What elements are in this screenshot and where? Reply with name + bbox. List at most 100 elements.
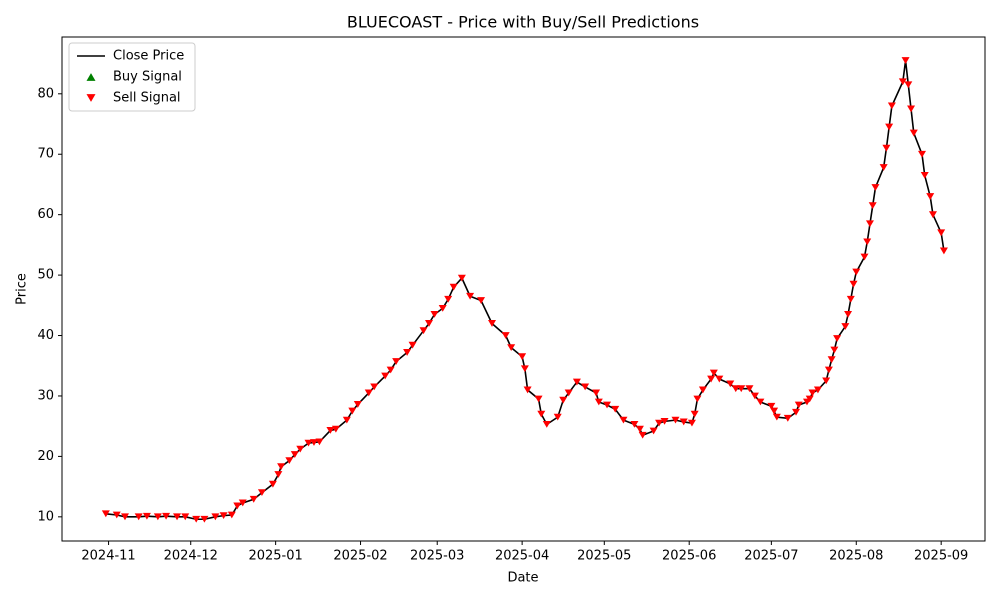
signal-marker <box>200 515 209 523</box>
x-tick-label: 2024-11 <box>81 549 135 564</box>
signal-marker <box>326 427 335 434</box>
signal-marker <box>285 457 294 465</box>
signal-marker <box>309 439 318 446</box>
signal-marker <box>830 346 839 354</box>
signal-marker <box>833 335 842 342</box>
x-tick-label: 2025-01 <box>248 549 302 564</box>
signal-marker <box>709 369 718 377</box>
signal-marker <box>939 247 948 255</box>
signal-marker <box>120 513 129 521</box>
signal-marker <box>611 405 620 413</box>
signal-marker <box>466 292 475 300</box>
signal-marker <box>233 502 242 510</box>
signal-marker <box>296 445 305 453</box>
signal-marker <box>381 372 390 380</box>
signal-marker <box>238 499 247 507</box>
signal-marker <box>290 451 299 458</box>
signal-marker <box>153 513 162 521</box>
signal-marker <box>181 513 190 521</box>
signal-marker <box>173 513 182 521</box>
signal-marker <box>638 431 647 439</box>
signal-marker <box>219 512 228 520</box>
legend-box <box>68 42 196 112</box>
signal-marker <box>824 366 833 374</box>
signal-marker <box>635 425 644 433</box>
signal-marker <box>679 418 688 426</box>
signal-marker <box>928 211 937 219</box>
plot-frame <box>61 36 986 542</box>
signal-marker <box>581 383 590 391</box>
signal-marker <box>920 171 929 179</box>
signal-marker <box>690 410 699 418</box>
signal-marker <box>885 123 894 131</box>
signal-marker <box>726 380 735 388</box>
signal-marker <box>537 410 546 418</box>
signal-marker <box>142 512 151 520</box>
y-tick-label: 20 <box>37 449 54 464</box>
signal-marker <box>671 416 680 424</box>
x-axis-label: Date <box>507 571 538 586</box>
signal-marker <box>430 310 439 318</box>
signal-marker <box>808 389 817 397</box>
signal-marker <box>926 193 935 200</box>
signal-marker <box>660 417 669 425</box>
x-tick-label: 2025-08 <box>829 549 883 564</box>
signal-marker <box>192 515 201 523</box>
x-tick-label: 2025-06 <box>662 549 716 564</box>
signal-marker <box>901 57 910 64</box>
signal-marker <box>879 164 888 171</box>
signal-marker <box>731 385 740 393</box>
y-tick-label: 10 <box>37 509 54 524</box>
legend-label: Sell Signal <box>113 91 181 106</box>
signal-marker <box>277 463 286 471</box>
signal-marker <box>518 353 527 361</box>
signal-marker <box>630 420 639 428</box>
signal-marker <box>523 386 532 394</box>
y-tick-label: 80 <box>37 86 54 101</box>
legend-label: Buy Signal <box>113 70 182 85</box>
signal-marker <box>898 78 907 86</box>
signal-marker <box>868 202 877 210</box>
signal-marker <box>813 386 822 394</box>
signal-marker <box>887 102 896 110</box>
signal-marker <box>501 332 510 339</box>
signal-marker <box>715 375 724 383</box>
signal-marker <box>860 253 869 261</box>
chart-title: BLUECOAST - Price with Buy/Sell Predicti… <box>347 13 699 32</box>
signal-marker <box>805 395 814 403</box>
signal-marker <box>737 385 746 393</box>
signal-marker <box>772 413 781 421</box>
signal-marker <box>101 510 110 518</box>
signal-marker <box>553 413 562 421</box>
x-tick-label: 2025-09 <box>914 549 968 564</box>
y-tick-label: 50 <box>37 268 54 283</box>
signal-marker <box>257 489 266 497</box>
signal-marker <box>348 407 357 415</box>
y-tick-label: 40 <box>37 328 54 343</box>
legend-marker <box>86 94 96 102</box>
signal-marker <box>770 407 779 415</box>
signal-marker <box>268 480 277 488</box>
signal-marker <box>698 386 707 394</box>
signal-marker <box>693 395 702 403</box>
signal-marker <box>937 229 946 237</box>
signal-marker <box>863 238 872 246</box>
signal-marker <box>619 416 628 424</box>
signal-marker <box>353 401 362 408</box>
x-tick-label: 2025-07 <box>744 549 798 564</box>
legend-marker <box>86 73 96 81</box>
legend-label: Close Price <box>113 49 184 64</box>
signal-marker <box>408 341 417 349</box>
signal-marker <box>559 396 568 404</box>
signal-marker <box>594 398 603 406</box>
signal-marker <box>649 427 658 435</box>
x-tick-label: 2025-05 <box>577 549 631 564</box>
signal-marker <box>419 327 428 335</box>
signal-marker <box>227 511 236 519</box>
signal-marker <box>846 295 855 303</box>
signal-marker <box>745 385 754 393</box>
signal-marker <box>603 401 612 409</box>
signal-marker <box>315 438 324 446</box>
